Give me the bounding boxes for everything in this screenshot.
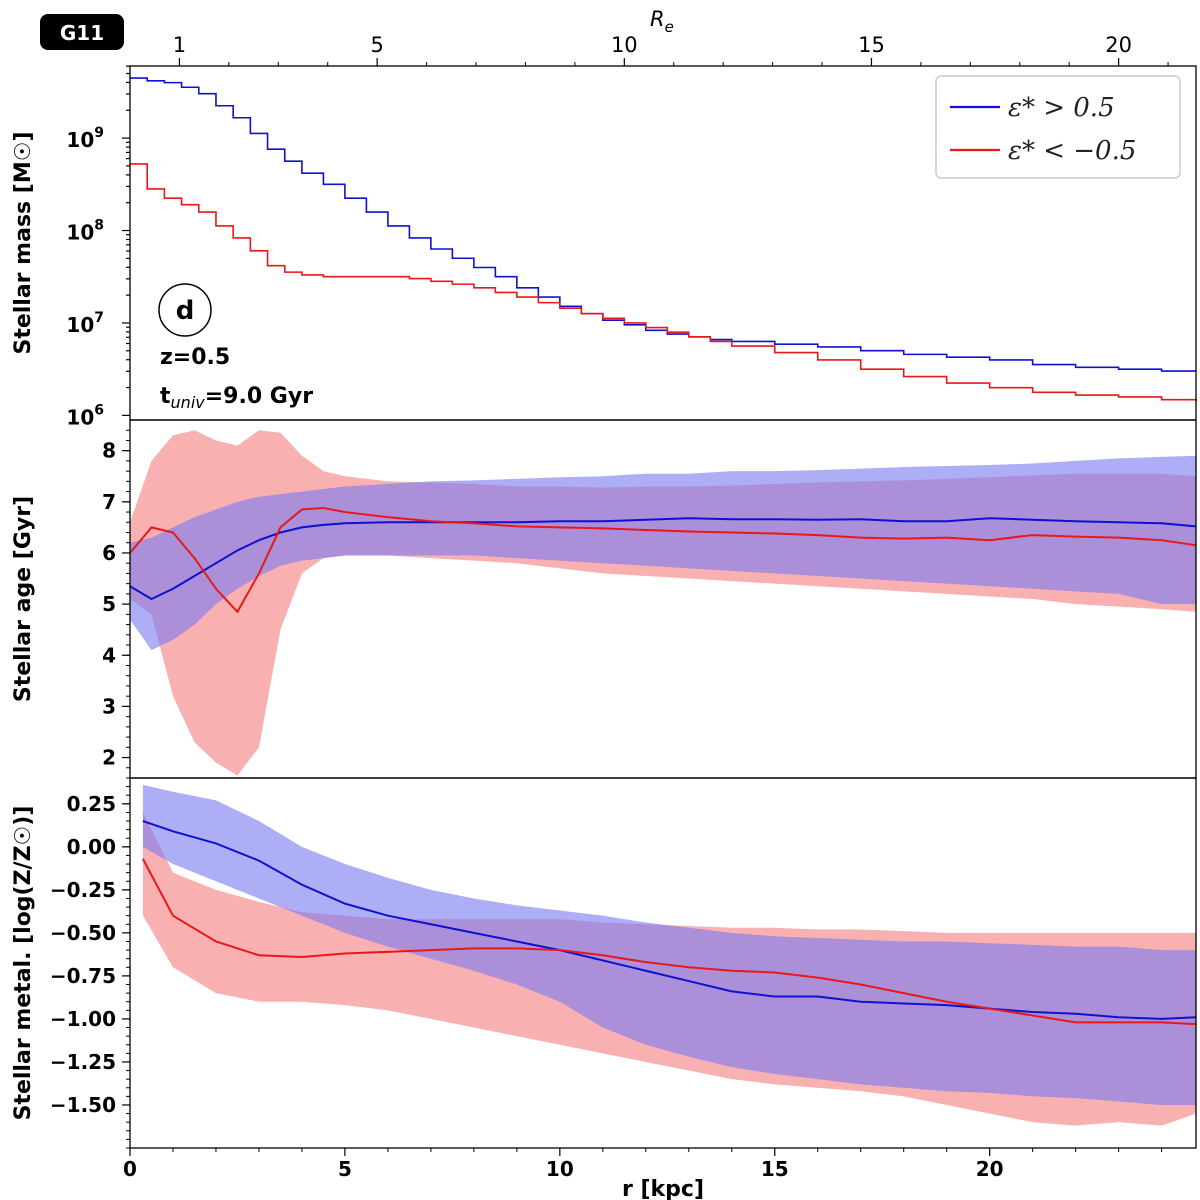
galaxy-badge-text: G11 [60, 21, 104, 45]
mass-ytick-label: 107 [66, 310, 104, 337]
metal-ytick-label: −1.00 [50, 1007, 116, 1031]
mass-ytick-label: 106 [66, 402, 104, 429]
tuniv-sub: univ [171, 393, 206, 412]
top-axis-label-sub: e [665, 18, 674, 36]
age-band-blue [130, 455, 1196, 651]
mass-ytick-exp: 8 [94, 218, 104, 234]
metal-ylabel: Stellar metal. [log(Z/Z☉)] [11, 806, 36, 1121]
metal-ytick-label: −1.50 [50, 1093, 116, 1117]
legend-label-red: ε* < −0.5 [1008, 136, 1136, 166]
top-axis-re: 1 5 10 15 20 [173, 33, 1169, 66]
mass-ytick-label: 109 [66, 125, 104, 152]
mass-ytick-exp: 7 [94, 310, 104, 326]
mass-ylabel: Stellar mass [M☉] [11, 131, 36, 354]
age-ytick-label: 4 [102, 643, 116, 667]
x-tick-label: 0 [123, 1157, 137, 1181]
x-tick-label: 5 [338, 1157, 352, 1181]
metal-median-blue [142, 820, 1197, 1020]
x-tick-label: 20 [976, 1157, 1004, 1181]
mass-step-line-blue [130, 77, 1196, 372]
metal-band-blue [142, 784, 1197, 1105]
mass-ytick-label: 108 [66, 218, 104, 245]
panel-stellar-metallicity: 0.25 0.00 −0.25 −0.50 −0.75 −1.00 −1.25 −1.50 St… [11, 778, 1197, 1200]
metal-frame [129, 777, 1197, 1149]
age-ytick-label: 3 [102, 694, 116, 718]
age-median-blue [129, 517, 1197, 601]
age-ytick-label: 2 [102, 746, 116, 770]
x-tick-label: 10 [546, 1157, 574, 1181]
x-tick-label: 15 [761, 1157, 789, 1181]
age-ytick-label: 7 [102, 490, 116, 514]
mass-ytick-exp: 9 [94, 125, 104, 141]
legend: ε* > 0.5 ε* < −0.5 [935, 75, 1181, 179]
top-tick-label: 10 [611, 33, 638, 57]
galaxy-badge: G11 [40, 14, 124, 50]
panel-letter-circle [158, 283, 212, 337]
age-median-red [129, 506, 1197, 614]
age-ylabel: Stellar age [Gyr] [11, 496, 36, 702]
panel-annotations: d z=0.5 tuniv=9.0 Gyr [158, 283, 313, 412]
metal-ytick-label: −0.75 [50, 964, 116, 988]
metal-ytick-label: −0.50 [50, 921, 116, 945]
mass-step-line-red [130, 163, 1197, 402]
universe-age-label: tuniv=9.0 Gyr [160, 384, 313, 412]
mass-ytick-base: 10 [66, 405, 94, 429]
mass-ytick-base: 10 [66, 221, 94, 245]
metal-ytick-label: 0.00 [67, 835, 116, 859]
age-ytick-label: 6 [102, 541, 116, 565]
top-tick-label: 15 [858, 33, 885, 57]
mass-ytick-base: 10 [66, 128, 94, 152]
legend-label-blue: ε* > 0.5 [1008, 93, 1115, 123]
metal-ytick-label: −1.25 [50, 1050, 116, 1074]
age-ytick-label: 5 [102, 592, 116, 616]
mass-ytick-base: 10 [66, 313, 94, 337]
tuniv-prefix: t [160, 384, 171, 409]
metal-median-red [142, 858, 1197, 1026]
tuniv-value: =9.0 Gyr [205, 384, 313, 409]
panel-letter: d [176, 296, 195, 326]
metal-ytick-label: 0.25 [67, 792, 116, 816]
top-tick-label: 20 [1105, 33, 1132, 57]
mass-ytick-exp: 6 [94, 402, 104, 418]
top-tick-label: 1 [173, 33, 186, 57]
top-axis-label-main: R [650, 7, 665, 31]
age-ytick-label: 8 [102, 439, 116, 463]
top-tick-label: 5 [370, 33, 383, 57]
panel-stellar-age: 2 3 4 5 6 7 8 Stellar age [Gyr] [11, 420, 1197, 779]
redshift-label: z=0.5 [160, 345, 230, 370]
top-axis-label: Re [650, 7, 674, 36]
x-axis-label: r [kpc] [622, 1177, 704, 1200]
metal-ytick-label: −0.25 [50, 878, 116, 902]
